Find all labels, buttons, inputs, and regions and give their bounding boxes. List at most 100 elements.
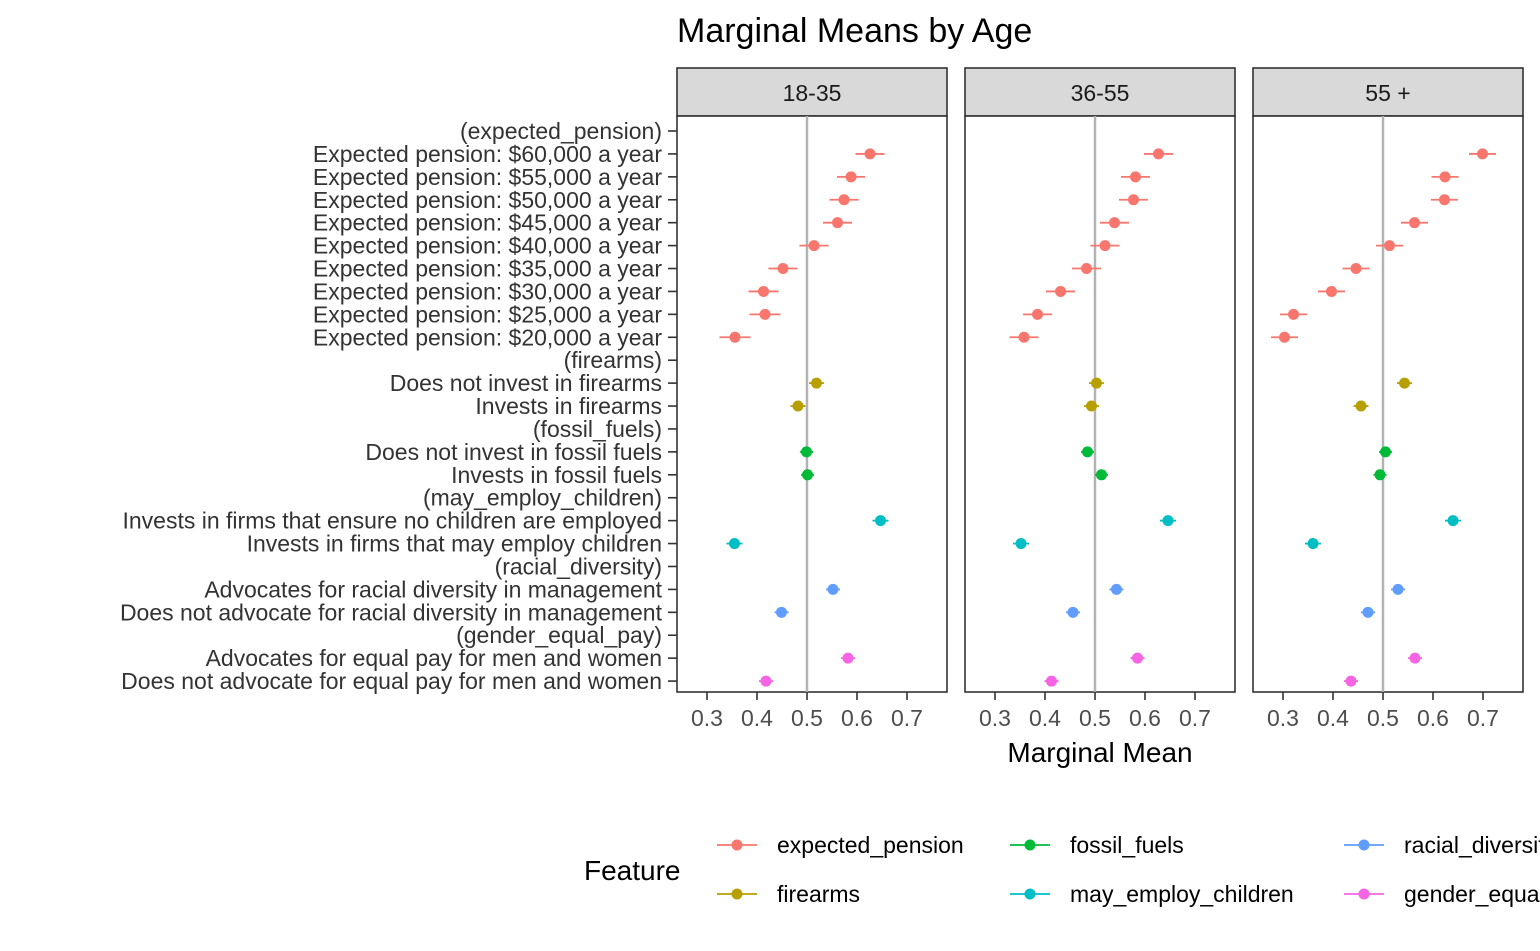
y-tick-label: (may_employ_children) — [423, 485, 662, 511]
data-point — [1345, 675, 1357, 687]
data-point — [1046, 675, 1057, 687]
legend-key-point — [1024, 888, 1036, 900]
x-tick-label: 0.5 — [1367, 705, 1399, 731]
y-tick-label: (gender_equal_pay) — [456, 622, 662, 648]
chart-title: Marginal Means by Age — [677, 12, 1032, 50]
x-tick-label: 0.5 — [791, 705, 823, 731]
data-point — [1409, 217, 1420, 229]
data-point — [801, 446, 812, 458]
data-point — [760, 675, 772, 687]
data-point — [1374, 469, 1386, 481]
data-point — [792, 400, 804, 412]
data-point — [759, 308, 771, 320]
data-point — [832, 217, 843, 229]
y-tick-label: Expected pension: $45,000 a year — [313, 210, 662, 236]
data-point — [1162, 515, 1174, 527]
y-tick-label: Does not advocate for equal pay for men … — [121, 668, 662, 694]
data-point — [729, 538, 740, 550]
facet-strip — [964, 67, 1236, 117]
x-axis-title: Marginal Mean — [1007, 737, 1192, 768]
data-point — [1055, 285, 1066, 297]
data-point — [811, 377, 822, 389]
legend-item: fossil_fuels — [1010, 832, 1184, 858]
x-tick-label: 0.3 — [691, 705, 723, 731]
data-point — [842, 652, 854, 664]
data-point — [777, 263, 789, 275]
x-tick-label: 0.4 — [1317, 705, 1349, 731]
y-tick-label: Expected pension: $35,000 a year — [313, 256, 662, 282]
data-point — [808, 240, 820, 252]
legend-title: Feature — [584, 855, 681, 886]
data-point — [1279, 331, 1290, 343]
facet-panel: 36-55 0.3 0.4 0.5 0.6 0.7 — [964, 67, 1236, 731]
x-tick-label: 0.6 — [1417, 705, 1449, 731]
data-point — [1477, 148, 1488, 160]
y-tick-label: Does not invest in firearms — [390, 370, 662, 396]
data-point — [875, 515, 886, 527]
data-point — [1350, 263, 1362, 275]
y-tick-label: (fossil_fuels) — [533, 416, 662, 442]
x-tick-label: 0.3 — [1267, 705, 1299, 731]
data-point — [1362, 606, 1374, 618]
x-tick-label: 0.4 — [741, 705, 773, 731]
data-point — [729, 331, 741, 343]
legend-label: firearms — [777, 881, 860, 907]
data-point — [1439, 194, 1450, 206]
x-tick-label: 0.7 — [1179, 705, 1211, 731]
data-point — [1307, 538, 1319, 550]
data-point — [776, 606, 787, 618]
legend-label: gender_equal_pay — [1404, 881, 1540, 907]
legend-key-point — [731, 839, 743, 851]
panel-frame — [1252, 115, 1524, 693]
x-tick-label: 0.6 — [841, 705, 873, 731]
legend-key-point — [1024, 839, 1036, 851]
facet-strip-label: 18-35 — [783, 80, 842, 106]
data-point — [1153, 148, 1164, 160]
y-tick-label: Invests in firms that may employ childre… — [247, 531, 662, 557]
y-tick-label: Does not invest in fossil fuels — [365, 439, 662, 465]
data-point — [1109, 217, 1120, 229]
data-point — [1082, 446, 1093, 458]
y-tick-label: Expected pension: $20,000 a year — [313, 324, 662, 350]
y-tick-label: (expected_pension) — [460, 118, 662, 144]
y-tick-label: Expected pension: $55,000 a year — [313, 164, 662, 190]
data-point — [864, 148, 876, 160]
y-tick-label: Expected pension: $60,000 a year — [313, 141, 662, 167]
data-point — [1096, 469, 1107, 481]
data-point — [1099, 240, 1111, 252]
data-point — [1409, 652, 1421, 664]
y-axis-labels: (expected_pension)Expected pension: $60,… — [120, 118, 677, 694]
y-tick-label: Does not advocate for racial diversity i… — [120, 599, 663, 625]
data-point — [1384, 240, 1395, 252]
data-point — [1091, 377, 1102, 389]
facet-strip-label: 55 + — [1365, 80, 1410, 106]
data-point — [1326, 285, 1337, 297]
data-point — [1130, 171, 1141, 183]
data-point — [802, 469, 813, 481]
facet-strip-label: 36-55 — [1071, 80, 1130, 106]
y-tick-label: (racial_diversity) — [495, 553, 662, 579]
legend-label: expected_pension — [777, 832, 964, 858]
data-point — [1086, 400, 1097, 412]
legend-key-point — [1358, 839, 1370, 851]
legend-item: gender_equal_pay — [1344, 881, 1540, 907]
data-point — [1380, 446, 1391, 458]
data-point — [1399, 377, 1410, 389]
y-tick-label: Expected pension: $50,000 a year — [313, 187, 662, 213]
y-tick-label: Expected pension: $40,000 a year — [313, 233, 662, 259]
x-tick-label: 0.6 — [1129, 705, 1161, 731]
data-point — [1288, 308, 1299, 320]
legend-item: may_employ_children — [1010, 881, 1294, 907]
x-tick-label: 0.4 — [1029, 705, 1061, 731]
legend-item: firearms — [717, 881, 860, 907]
facet-panels: 18-35 0.3 0.4 0.5 0.6 0.7 36-55 0.3 0.4 0.5 0.6 0.7… — [676, 67, 1524, 731]
data-point — [1355, 400, 1367, 412]
facet-strip — [676, 67, 948, 117]
facet-panel: 55 + 0.3 0.4 0.5 0.6 0.7 — [1252, 67, 1524, 731]
y-tick-label: Advocates for racial diversity in manage… — [204, 576, 662, 602]
legend-item: racial_diversity — [1344, 832, 1540, 858]
x-tick-label: 0.5 — [1079, 705, 1111, 731]
legend-key-point — [1358, 888, 1370, 900]
legend-label: racial_diversity — [1404, 832, 1540, 858]
